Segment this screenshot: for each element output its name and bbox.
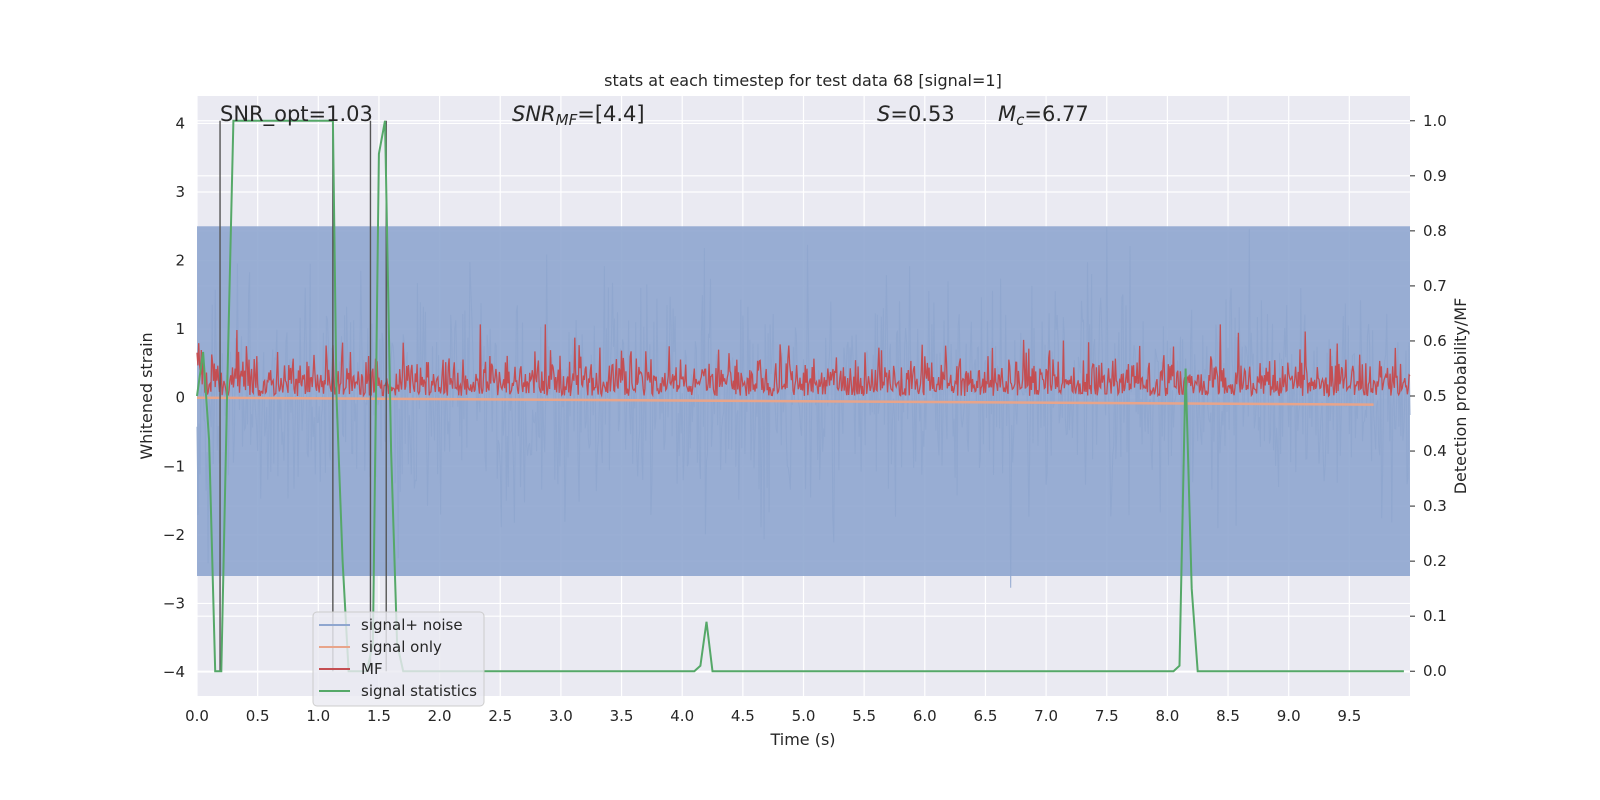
x-tick-label: 5.5 bbox=[852, 707, 876, 725]
x-tick-label: 8.0 bbox=[1155, 707, 1179, 725]
snr-mf-symbol: SNR bbox=[512, 102, 556, 126]
x-tick-label: 5.0 bbox=[792, 707, 816, 725]
legend-label-signal-only: signal only bbox=[361, 638, 442, 656]
snr-mf-subscript: MF bbox=[556, 111, 578, 129]
x-tick-label: 6.5 bbox=[974, 707, 998, 725]
s-symbol: S bbox=[877, 102, 890, 126]
legend-label-mf: MF bbox=[361, 660, 383, 678]
chart-title: stats at each timestep for test data 68 … bbox=[604, 71, 1002, 90]
y-tick-label: 1 bbox=[175, 320, 185, 338]
legend-label-signal-statistics: signal statistics bbox=[361, 682, 477, 700]
s-annotation: S=0.53 bbox=[877, 102, 955, 126]
snr-mf-annotation: SNRMF=[4.4] bbox=[512, 102, 645, 129]
tick-labels: 0.0 0.5 1.0 1.5 2.0 2.5 3.0 3.5 4.0 4.5 5.0 5.5 6.0 6… bbox=[163, 112, 1447, 725]
y-tick-label: −3 bbox=[163, 594, 185, 612]
y2-tick-label: 0.9 bbox=[1423, 167, 1447, 185]
mf-series bbox=[196, 324, 1411, 398]
x-axis-label: Time (s) bbox=[769, 730, 835, 749]
y2-tick-label: 0.5 bbox=[1423, 387, 1447, 405]
x-tick-label: 3.5 bbox=[610, 707, 634, 725]
y2-tick-label: 0.7 bbox=[1423, 277, 1447, 295]
y2-tick-label: 0.2 bbox=[1423, 552, 1447, 570]
y2-tick-label: 0.1 bbox=[1423, 607, 1447, 625]
snr-opt-annotation: SNR_opt=1.03 bbox=[220, 102, 373, 127]
y2-tick-label: 0.8 bbox=[1423, 222, 1447, 240]
y2-tick-label: 0.4 bbox=[1423, 442, 1447, 460]
x-tick-label: 0.5 bbox=[246, 707, 270, 725]
y2-tick-label: 0.3 bbox=[1423, 497, 1447, 515]
signal-noise-series bbox=[196, 226, 1411, 588]
snr-mf-value: =[4.4] bbox=[577, 102, 644, 126]
signal-only-series bbox=[196, 396, 1374, 406]
legend-box bbox=[312, 611, 485, 707]
y-tick-label: −2 bbox=[163, 526, 185, 544]
x-tick-label: 4.0 bbox=[670, 707, 694, 725]
y-tick-label: 4 bbox=[175, 114, 185, 132]
x-tick-label: 1.0 bbox=[306, 707, 330, 725]
y2-tick-label: 1.0 bbox=[1423, 112, 1447, 130]
y-tick-label: 0 bbox=[175, 389, 185, 407]
y2-tick-label: 0.0 bbox=[1423, 662, 1447, 680]
x-tick-label: 8.5 bbox=[1216, 707, 1240, 725]
mc-subscript: c bbox=[1016, 111, 1025, 129]
x-tick-label: 1.5 bbox=[367, 707, 391, 725]
signal-statistics-series bbox=[196, 119, 1404, 673]
y-tick-label: 2 bbox=[175, 252, 185, 270]
mf-trace bbox=[196, 324, 1411, 398]
x-tick-label: 4.5 bbox=[731, 707, 755, 725]
x-tick-label: 3.0 bbox=[549, 707, 573, 725]
x-tick-label: 2.5 bbox=[488, 707, 512, 725]
x-tick-label: 9.5 bbox=[1337, 707, 1361, 725]
x-tick-label: 0.0 bbox=[185, 707, 209, 725]
chirp-trace bbox=[196, 396, 1374, 406]
x-tick-label: 9.0 bbox=[1277, 707, 1301, 725]
y2-axis-label: Detection probability/MF bbox=[1451, 298, 1470, 495]
x-tick-label: 7.0 bbox=[1034, 707, 1058, 725]
legend-label-signal-noise: signal+ noise bbox=[361, 616, 463, 634]
y-tick-label: 3 bbox=[175, 183, 185, 201]
x-tick-label: 6.0 bbox=[913, 707, 937, 725]
signal-statistics-trace bbox=[196, 119, 1404, 673]
y2-tick-label: 0.6 bbox=[1423, 332, 1447, 350]
y-axis-label: Whitened strain bbox=[137, 332, 156, 459]
mc-annotation: Mc=6.77 bbox=[998, 102, 1089, 129]
x-tick-label: 2.0 bbox=[428, 707, 452, 725]
noise-trace bbox=[196, 226, 1411, 588]
mc-symbol: M bbox=[998, 102, 1016, 126]
mc-value: =6.77 bbox=[1024, 102, 1088, 126]
x-tick-label: 7.5 bbox=[1095, 707, 1119, 725]
y-tick-label: −4 bbox=[163, 663, 185, 681]
legend: signal+ noise signal only MF signal stat… bbox=[312, 611, 485, 707]
s-value: =0.53 bbox=[890, 102, 954, 126]
y-tick-label: −1 bbox=[163, 457, 185, 475]
